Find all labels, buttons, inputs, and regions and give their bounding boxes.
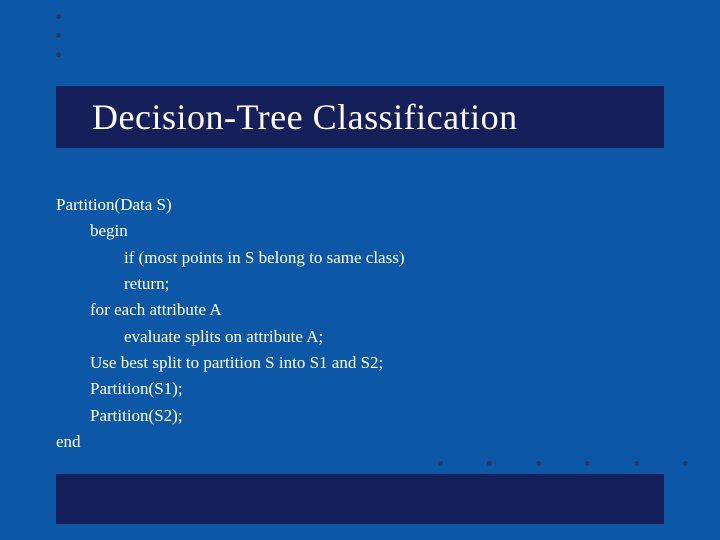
slide-body: Partition(Data S)beginif (most points in… — [56, 192, 404, 455]
bullet-dot — [634, 461, 639, 466]
bullet-dot — [585, 461, 590, 466]
decorative-bullets-bottom — [438, 461, 688, 466]
bullet-dot — [536, 461, 541, 466]
bottom-bar — [56, 474, 664, 524]
code-line: begin — [56, 218, 404, 244]
code-line: Partition(S1); — [56, 376, 404, 402]
bullet-dot — [683, 461, 688, 466]
code-line: Partition(Data S) — [56, 192, 404, 218]
code-line: return; — [56, 271, 404, 297]
code-line: Partition(S2); — [56, 403, 404, 429]
decorative-bullets-top — [56, 14, 61, 57]
code-line: evaluate splits on attribute A; — [56, 324, 404, 350]
code-line: if (most points in S belong to same clas… — [56, 245, 404, 271]
title-bar: Decision-Tree Classification — [56, 86, 664, 148]
bullet-dot — [56, 14, 61, 19]
bullet-dot — [56, 52, 61, 57]
slide-title: Decision-Tree Classification — [92, 96, 518, 138]
code-line: Use best split to partition S into S1 an… — [56, 350, 404, 376]
code-line: for each attribute A — [56, 297, 404, 323]
bullet-dot — [56, 33, 61, 38]
bullet-dot — [438, 461, 443, 466]
code-line: end — [56, 429, 404, 455]
bullet-dot — [487, 461, 492, 466]
